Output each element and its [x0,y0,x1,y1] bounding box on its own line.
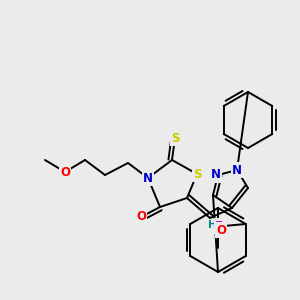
Text: F: F [215,220,223,232]
Text: O: O [216,224,226,236]
Text: O: O [136,211,146,224]
Text: N: N [143,172,153,184]
Text: H: H [208,220,216,230]
Text: S: S [193,167,201,181]
Text: O: O [60,166,70,178]
Text: S: S [171,131,179,145]
Text: N: N [232,164,242,176]
Text: N: N [211,169,221,182]
